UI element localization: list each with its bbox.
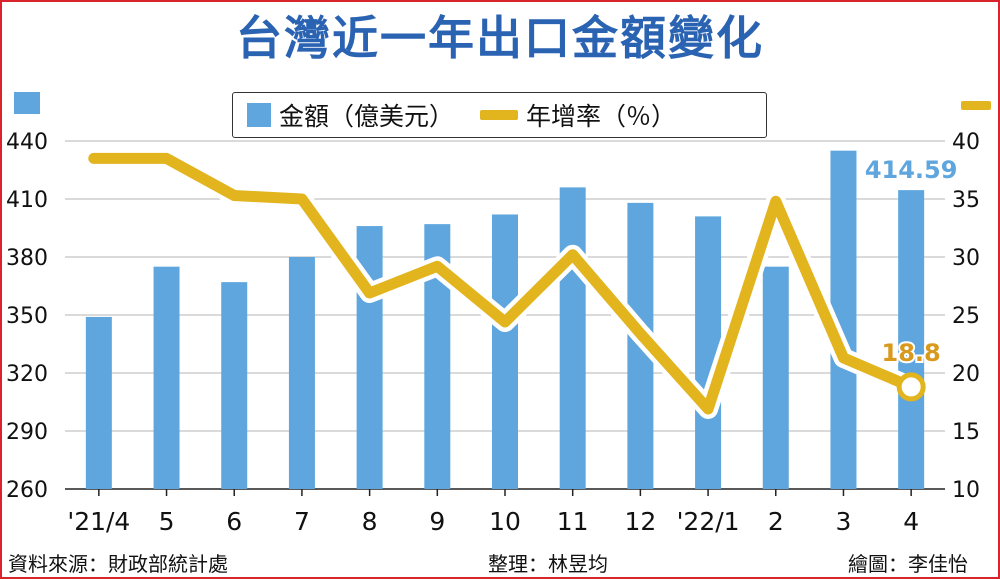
x-tick-label: 10 <box>489 507 521 536</box>
y-right-tick-label: 10 <box>952 478 980 503</box>
footer-source: 資料來源：財政部統計處 <box>8 552 228 576</box>
x-tick-label: 5 <box>159 507 175 536</box>
x-tick-label: '21/4 <box>67 507 130 536</box>
y-left-tick-label: 290 <box>6 420 48 445</box>
x-tick-label: 6 <box>226 507 242 536</box>
y-right-tick-label: 25 <box>952 304 980 329</box>
chart-title: 台灣近一年出口金額變化 <box>236 11 764 65</box>
x-tick-label: 4 <box>903 507 919 536</box>
y-right-tick-label: 30 <box>952 246 980 271</box>
left-axis-swatch <box>14 92 40 114</box>
bar <box>288 257 315 489</box>
bar <box>762 266 789 489</box>
x-tick-label: 3 <box>836 507 852 536</box>
legend-label-amount: 金額（億美元） <box>279 102 455 131</box>
x-tick-label: 9 <box>429 507 445 536</box>
bar <box>85 316 112 489</box>
y-left-tick-label: 260 <box>6 478 48 503</box>
y-right-tick-label: 35 <box>952 188 980 213</box>
growth-line <box>88 152 917 415</box>
y-left-tick-label: 350 <box>6 304 48 329</box>
legend-item-growth: 年增率（％） <box>480 97 676 133</box>
bar <box>153 266 180 489</box>
y-right-tick-label: 40 <box>952 130 980 155</box>
growth-data-label: 18.8 <box>882 339 941 367</box>
footer-artist: 繪圖：李佳怡 <box>848 552 968 576</box>
growth-last-point <box>896 372 926 402</box>
x-tick-label: '22/1 <box>677 507 740 536</box>
bar <box>221 282 248 489</box>
y-right-tick-label: 20 <box>952 362 980 387</box>
y-left-tick-label: 440 <box>6 130 48 155</box>
legend-item-amount: 金額（億美元） <box>247 97 454 133</box>
x-tick-label: 8 <box>362 507 378 536</box>
bar <box>898 190 925 489</box>
bar <box>559 187 586 489</box>
y-left-tick-label: 380 <box>6 246 48 271</box>
x-tick-label: 11 <box>557 507 589 536</box>
right-axis-swatch <box>961 101 991 110</box>
y-right-tick-label: 15 <box>952 420 980 445</box>
legend-swatch-growth <box>480 110 519 120</box>
legend-swatch-amount <box>247 103 271 127</box>
legend-label-growth: 年增率（％） <box>526 102 677 131</box>
amount-data-label: 414.59 <box>865 156 958 184</box>
x-tick-label: 7 <box>294 507 310 536</box>
chart-legend: 金額（億美元） 年增率（％） <box>232 92 767 138</box>
footer-editor: 整理：林昱均 <box>488 552 608 576</box>
x-tick-label: 2 <box>768 507 784 536</box>
y-left-tick-label: 410 <box>6 188 48 213</box>
bar <box>492 214 518 489</box>
y-left-tick-label: 320 <box>6 362 48 387</box>
x-tick-label: 12 <box>624 507 656 536</box>
